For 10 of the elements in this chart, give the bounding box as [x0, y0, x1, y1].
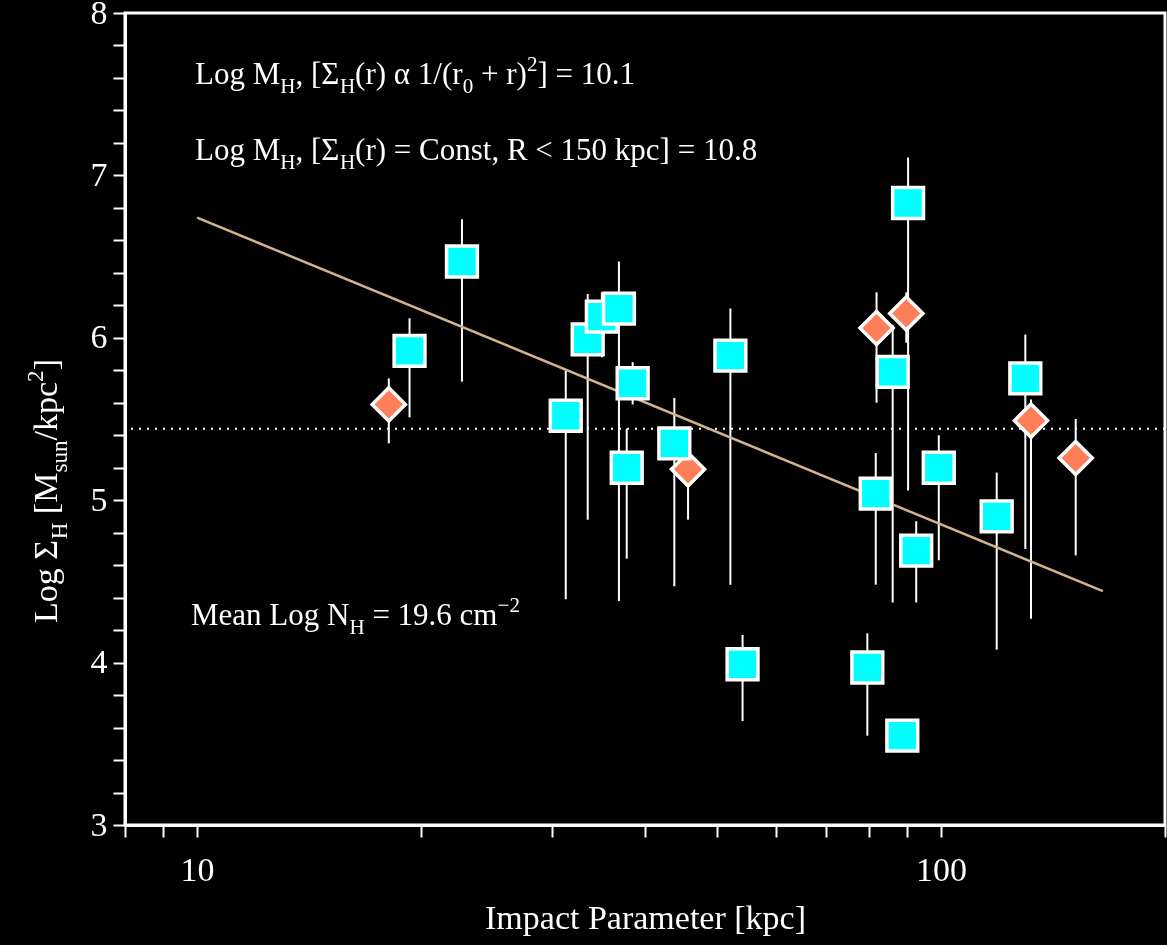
y-tick-label: 6 — [90, 318, 108, 356]
x-tick-label: 10 — [180, 850, 215, 888]
y-tick-label: 5 — [90, 480, 108, 518]
y-axis-title: Log ΣH [Msun/kpc2] — [21, 359, 72, 623]
y-tick-label: 7 — [90, 155, 108, 193]
y-tick-label: 4 — [90, 643, 108, 681]
x-axis-title: Impact Parameter [kpc] — [485, 898, 806, 936]
y-tick-label: 8 — [90, 0, 108, 31]
y-tick-label: 3 — [90, 805, 108, 843]
x-tick-label: 100 — [916, 850, 968, 888]
